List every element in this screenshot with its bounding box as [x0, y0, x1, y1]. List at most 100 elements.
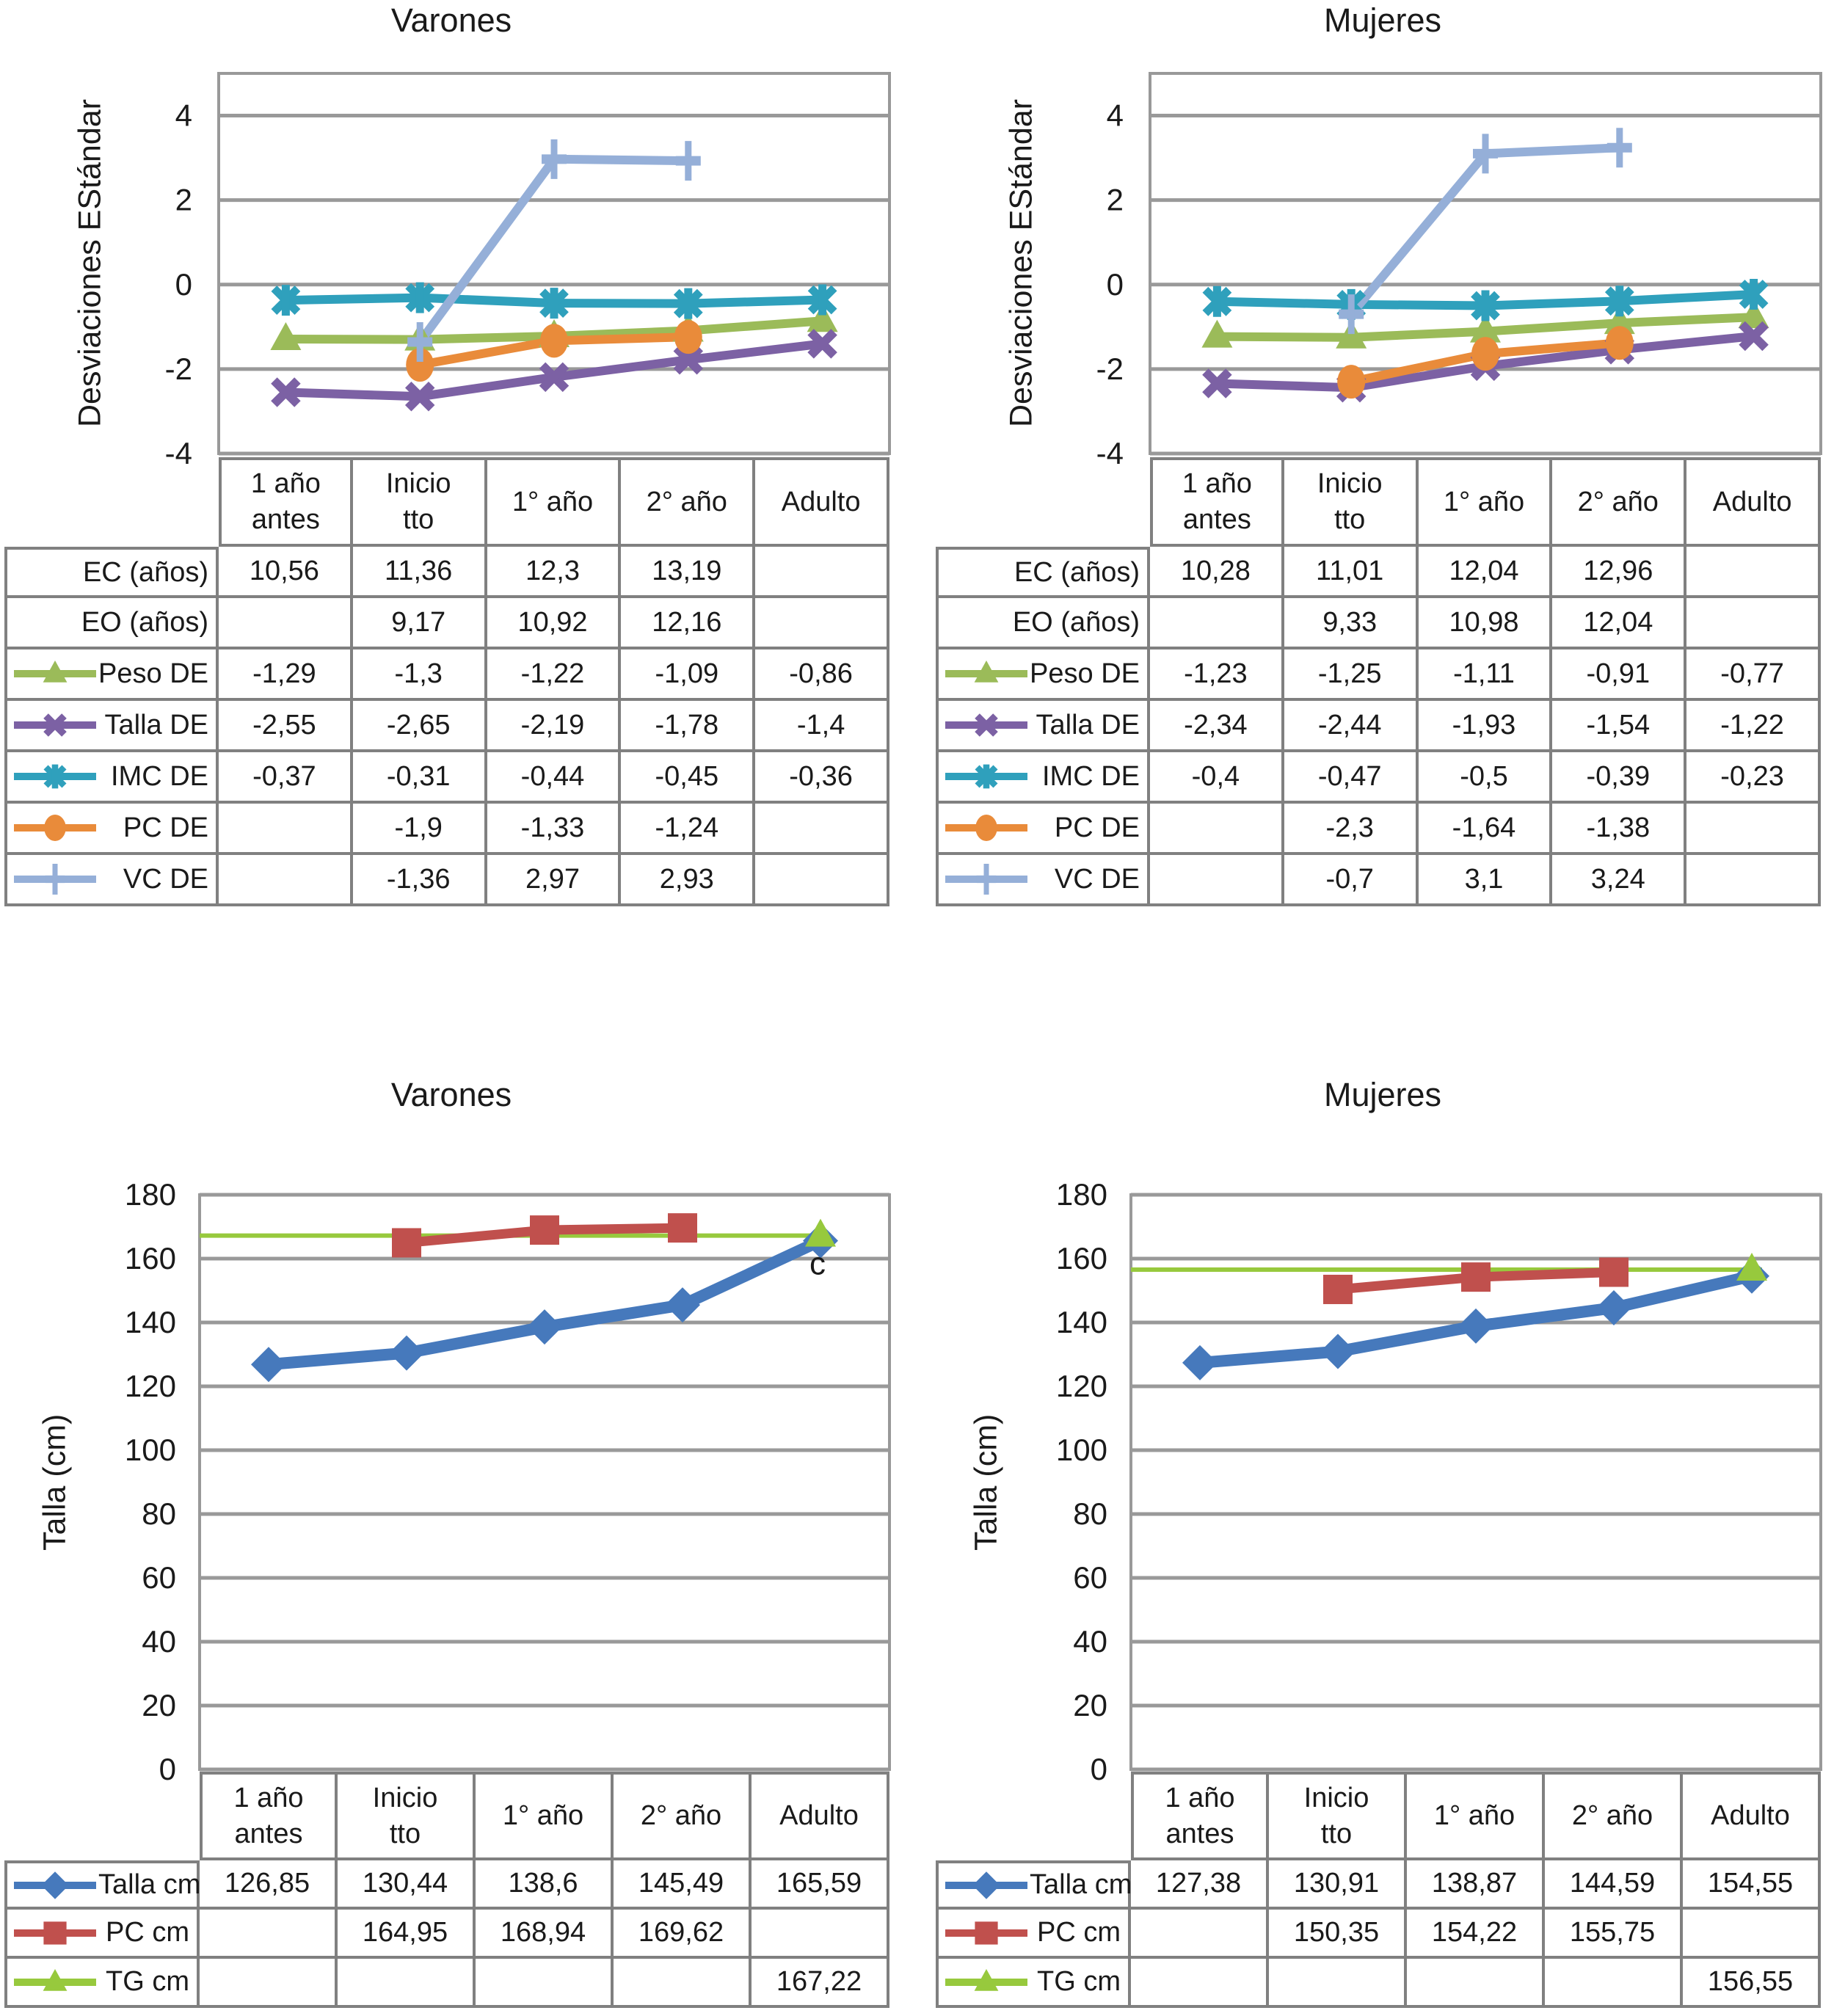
- row-label-peso-de: Peso DE: [4, 649, 219, 701]
- y-tick-label: 80: [1073, 1496, 1107, 1531]
- chart-plot: 180 160 140 120 100 80 60 40 20 0: [1056, 1177, 1822, 1786]
- column-header-3: 1° año: [476, 1772, 614, 1860]
- row-label-text: Talla DE: [1036, 709, 1140, 740]
- pc-de-marker-icon: [406, 348, 434, 382]
- y-tick-label: 0: [1107, 267, 1124, 302]
- table-cell: [1150, 804, 1284, 855]
- imc-de-legend-icon: [945, 764, 1027, 789]
- table-cell: 10,56: [219, 547, 353, 598]
- column-header-text: tto: [1320, 1818, 1353, 1849]
- table-cell: [1683, 1910, 1821, 1959]
- imc-de-marker-icon: [1471, 290, 1500, 321]
- table-cell: -1,29: [219, 649, 353, 701]
- column-header-4: 2° año: [614, 1772, 752, 1860]
- column-header-text: antes: [1165, 1818, 1234, 1849]
- table-cell: [755, 804, 889, 855]
- table-cell: 150,35: [1269, 1910, 1407, 1959]
- talla-cm-legend-marker-icon: [41, 1871, 69, 1899]
- table-cell: -0,77: [1686, 649, 1821, 701]
- column-header-text: Inicio: [1303, 1782, 1369, 1813]
- imc-de-legend-marker-icon: [43, 764, 67, 789]
- pc-de-marker-icon: [540, 324, 568, 358]
- row-label-peso-de: Peso DE: [936, 649, 1150, 701]
- table-cell: -1,93: [1418, 701, 1553, 752]
- column-header-text: 1 año: [233, 1782, 304, 1813]
- table-cell: 127,38: [1131, 1860, 1269, 1910]
- row-label-eo-años: EO (años): [936, 598, 1150, 649]
- table-cell: 138,87: [1407, 1860, 1545, 1910]
- imc-de-marker-icon: [807, 284, 837, 316]
- table-cell: 11,01: [1284, 547, 1419, 598]
- table-cell: -1,09: [621, 649, 756, 701]
- column-header-text: 1° año: [1443, 486, 1525, 517]
- table-cell-value: 138,6: [508, 1868, 578, 1899]
- table-cell: -0,47: [1284, 752, 1419, 804]
- tg-cm-marker-icon: [805, 1218, 836, 1247]
- table-cell-value: 10,28: [1180, 555, 1251, 586]
- table-corner: [4, 1772, 200, 1860]
- table-cell: 13,19: [621, 547, 756, 598]
- pc-cm-marker-icon: [530, 1215, 559, 1245]
- table-cell-value: -0,91: [1586, 658, 1651, 689]
- y-tick-label: 140: [125, 1305, 176, 1339]
- table-cell-value: 169,62: [638, 1917, 724, 1948]
- y-tick-label: 0: [159, 1752, 176, 1786]
- table-cell: -0,23: [1686, 752, 1821, 804]
- column-header-text: 1° año: [502, 1800, 584, 1831]
- talla-cm-marker-icon: [1458, 1308, 1493, 1344]
- column-header-4: 2° año: [621, 457, 756, 547]
- table-cell: -2,19: [487, 701, 622, 752]
- table-cell-value: 12,04: [1583, 606, 1653, 638]
- table-cell: -2,3: [1284, 804, 1419, 855]
- table-cell-value: 11,01: [1316, 555, 1384, 586]
- table-cell: [1150, 855, 1284, 906]
- table-cell-value: 165,59: [776, 1868, 862, 1899]
- table-cell: 165,59: [752, 1860, 889, 1910]
- column-header-5: Adulto: [1686, 457, 1821, 547]
- table-cell-value: 3,24: [1590, 863, 1645, 895]
- row-label-ec-años: EC (años): [4, 547, 219, 598]
- table-cell: [755, 547, 889, 598]
- peso-de-marker-icon: [1470, 314, 1501, 343]
- table-cell-value: 10,56: [249, 555, 319, 586]
- table-cell-value: 167,22: [776, 1966, 862, 1997]
- y-tick-label: 40: [1073, 1624, 1107, 1659]
- table-cell: 167,22: [752, 1959, 889, 2008]
- chart-plot: 180 160 140 120 100 80 60 40 20 0 c: [125, 1177, 891, 1786]
- imc-de-marker-icon: [539, 288, 569, 319]
- row-label-text: PC DE: [123, 812, 208, 843]
- y-tick-label: 160: [125, 1241, 176, 1276]
- table-cell: 10,98: [1418, 598, 1553, 649]
- y-tick-label: 100: [1056, 1433, 1107, 1467]
- tg-cm-legend-marker-icon: [974, 1968, 999, 1991]
- column-header-1: 1 año antes: [1131, 1772, 1269, 1860]
- table-cell: [1407, 1959, 1545, 2008]
- table-cell: -1,9: [352, 804, 487, 855]
- table-cell: [1131, 1910, 1269, 1959]
- data-table: 1 año antes Inicio tto 1° año 2° año Adulto Tal…: [936, 1772, 1821, 2008]
- table-cell-value: -1,78: [655, 709, 719, 740]
- table-cell: -1,36: [352, 855, 487, 906]
- table-cell-value: -1,23: [1184, 658, 1248, 689]
- table-cell-value: -0,77: [1720, 658, 1784, 689]
- row-label-talla-cm: Talla cm: [936, 1860, 1132, 1910]
- talla-de-marker-icon: [673, 344, 704, 375]
- peso-de-marker-icon: [1201, 319, 1233, 348]
- table-cell-value: -2,65: [386, 709, 451, 740]
- pc-cm-marker-icon: [1599, 1257, 1629, 1287]
- row-label-pc-de: PC DE: [936, 804, 1150, 855]
- table-cell: -0,39: [1552, 752, 1687, 804]
- column-header-text: 1° año: [512, 486, 594, 517]
- chart-title: Varones: [390, 1076, 512, 1113]
- peso-de-legend-icon: [14, 661, 96, 683]
- table-cell: -1,33: [487, 804, 622, 855]
- pc-de-marker-icon: [1337, 365, 1366, 399]
- table-cell: [1269, 1959, 1407, 2008]
- imc-de-legend-icon: [14, 764, 96, 789]
- table-cell-value: -0,39: [1586, 760, 1651, 792]
- table-cell-value: -1,24: [655, 812, 719, 843]
- y-tick-label: -2: [165, 352, 192, 386]
- table-cell-value: -2,3: [1325, 812, 1374, 843]
- y-tick-label: 80: [142, 1496, 176, 1531]
- table-cell: [614, 1959, 752, 2008]
